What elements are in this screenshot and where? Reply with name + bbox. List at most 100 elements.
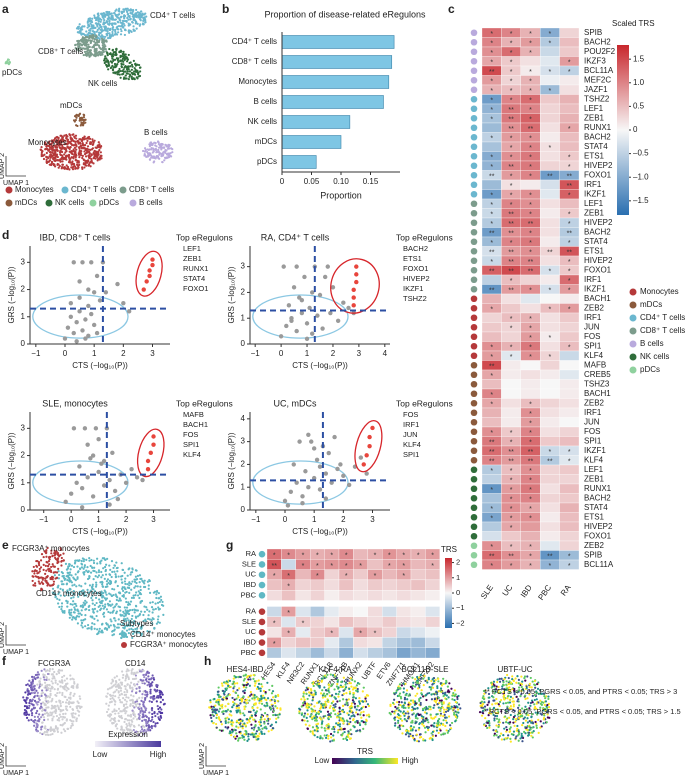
point <box>96 469 101 475</box>
legend-dot <box>629 301 637 309</box>
umap-point <box>100 157 103 160</box>
colorbar-tick-label: 1.0 <box>633 78 645 87</box>
umap-point <box>45 151 48 155</box>
umap-point <box>124 693 128 696</box>
significance-star: * <box>549 335 552 342</box>
umap-point <box>144 714 147 717</box>
significance-star: * <box>549 269 552 276</box>
umap-point <box>94 146 97 149</box>
umap-point <box>247 678 250 681</box>
group-dot <box>258 550 266 558</box>
umap-point <box>276 713 279 717</box>
legend-title: Subtypes <box>120 619 153 628</box>
chart-title: RA, CD4⁺ T cells <box>261 232 330 242</box>
umap-point <box>42 676 45 679</box>
x-tick-label: 0 <box>279 349 284 358</box>
umap-point <box>138 12 142 15</box>
group-dot <box>470 437 478 445</box>
umap-point <box>260 700 263 703</box>
heatmap-cell <box>520 369 541 380</box>
point <box>112 488 118 494</box>
heatmap-cell <box>540 132 560 143</box>
umap-point <box>118 678 121 681</box>
significance-star: * <box>359 563 362 570</box>
umap-point <box>131 614 134 618</box>
umap-point <box>64 712 67 715</box>
umap-point <box>44 579 47 582</box>
point <box>306 432 311 437</box>
significance-star: * <box>490 117 493 124</box>
umap-point <box>83 573 86 576</box>
row-label: BCL11A <box>584 66 614 75</box>
umap-point <box>92 45 95 48</box>
umap-point <box>87 164 90 167</box>
significance-star: ** <box>489 69 495 76</box>
group-dot <box>470 371 478 379</box>
umap-point <box>131 21 134 24</box>
column-label: UBTF <box>360 660 379 682</box>
umap-point <box>71 724 74 727</box>
significance-star: * <box>490 345 493 352</box>
significance-star: * <box>510 193 513 200</box>
umap-point <box>53 688 56 691</box>
umap-point <box>45 706 48 709</box>
umap-point <box>100 27 103 31</box>
umap-point <box>100 154 103 157</box>
umap-point <box>117 719 120 722</box>
group-dot <box>470 561 478 569</box>
umap-point <box>25 683 28 687</box>
umap-point <box>75 116 78 119</box>
umap-point <box>125 629 129 632</box>
umap-point <box>118 694 121 697</box>
umap-point <box>123 28 127 31</box>
cluster-label: CD8⁺ T cells <box>38 47 83 56</box>
umap-point <box>133 683 136 686</box>
heatmap-cell <box>353 606 368 617</box>
significance-star: * <box>510 136 513 143</box>
umap-point <box>48 667 52 671</box>
umap-cloud <box>74 33 108 58</box>
umap-point <box>108 20 111 23</box>
point <box>315 313 320 318</box>
umap-point <box>100 580 104 583</box>
significance-star: ** <box>547 250 553 257</box>
umap-point <box>84 155 88 158</box>
umap-point <box>40 728 43 731</box>
heatmap-cell <box>520 293 541 304</box>
umap-point <box>224 710 228 713</box>
umap-point <box>125 600 128 604</box>
umap-point <box>121 568 124 571</box>
umap-point <box>260 730 263 733</box>
umap-point <box>115 566 118 570</box>
umap-point <box>96 557 99 560</box>
umap-point <box>274 705 277 708</box>
row-label: HIVEP2 <box>584 218 613 227</box>
row-label: UC <box>245 627 256 636</box>
umap-point <box>123 698 127 701</box>
umap-point <box>119 599 122 602</box>
umap-point <box>217 690 220 693</box>
significance-star: * <box>529 231 532 238</box>
umap-point <box>120 701 124 704</box>
umap-point <box>61 143 64 147</box>
umap-point <box>53 730 56 733</box>
significance-star: ** <box>508 250 514 257</box>
umap-point <box>258 723 261 726</box>
umap-point <box>31 689 34 692</box>
point <box>77 309 82 314</box>
umap-point <box>102 35 105 38</box>
umap-point <box>68 576 71 580</box>
heatmap-cell <box>481 293 502 304</box>
umap-point <box>224 720 227 723</box>
row-label: LEF1 <box>584 199 604 208</box>
gene-label: FCGR3A <box>38 659 71 668</box>
umap-point <box>75 148 78 151</box>
umap-point <box>123 58 126 61</box>
umap-point <box>265 727 268 730</box>
umap-cloud <box>103 47 142 81</box>
umap-point <box>44 572 47 575</box>
umap-point <box>85 44 88 47</box>
point <box>79 505 85 510</box>
umap-point <box>212 706 216 709</box>
umap-point <box>91 27 94 30</box>
